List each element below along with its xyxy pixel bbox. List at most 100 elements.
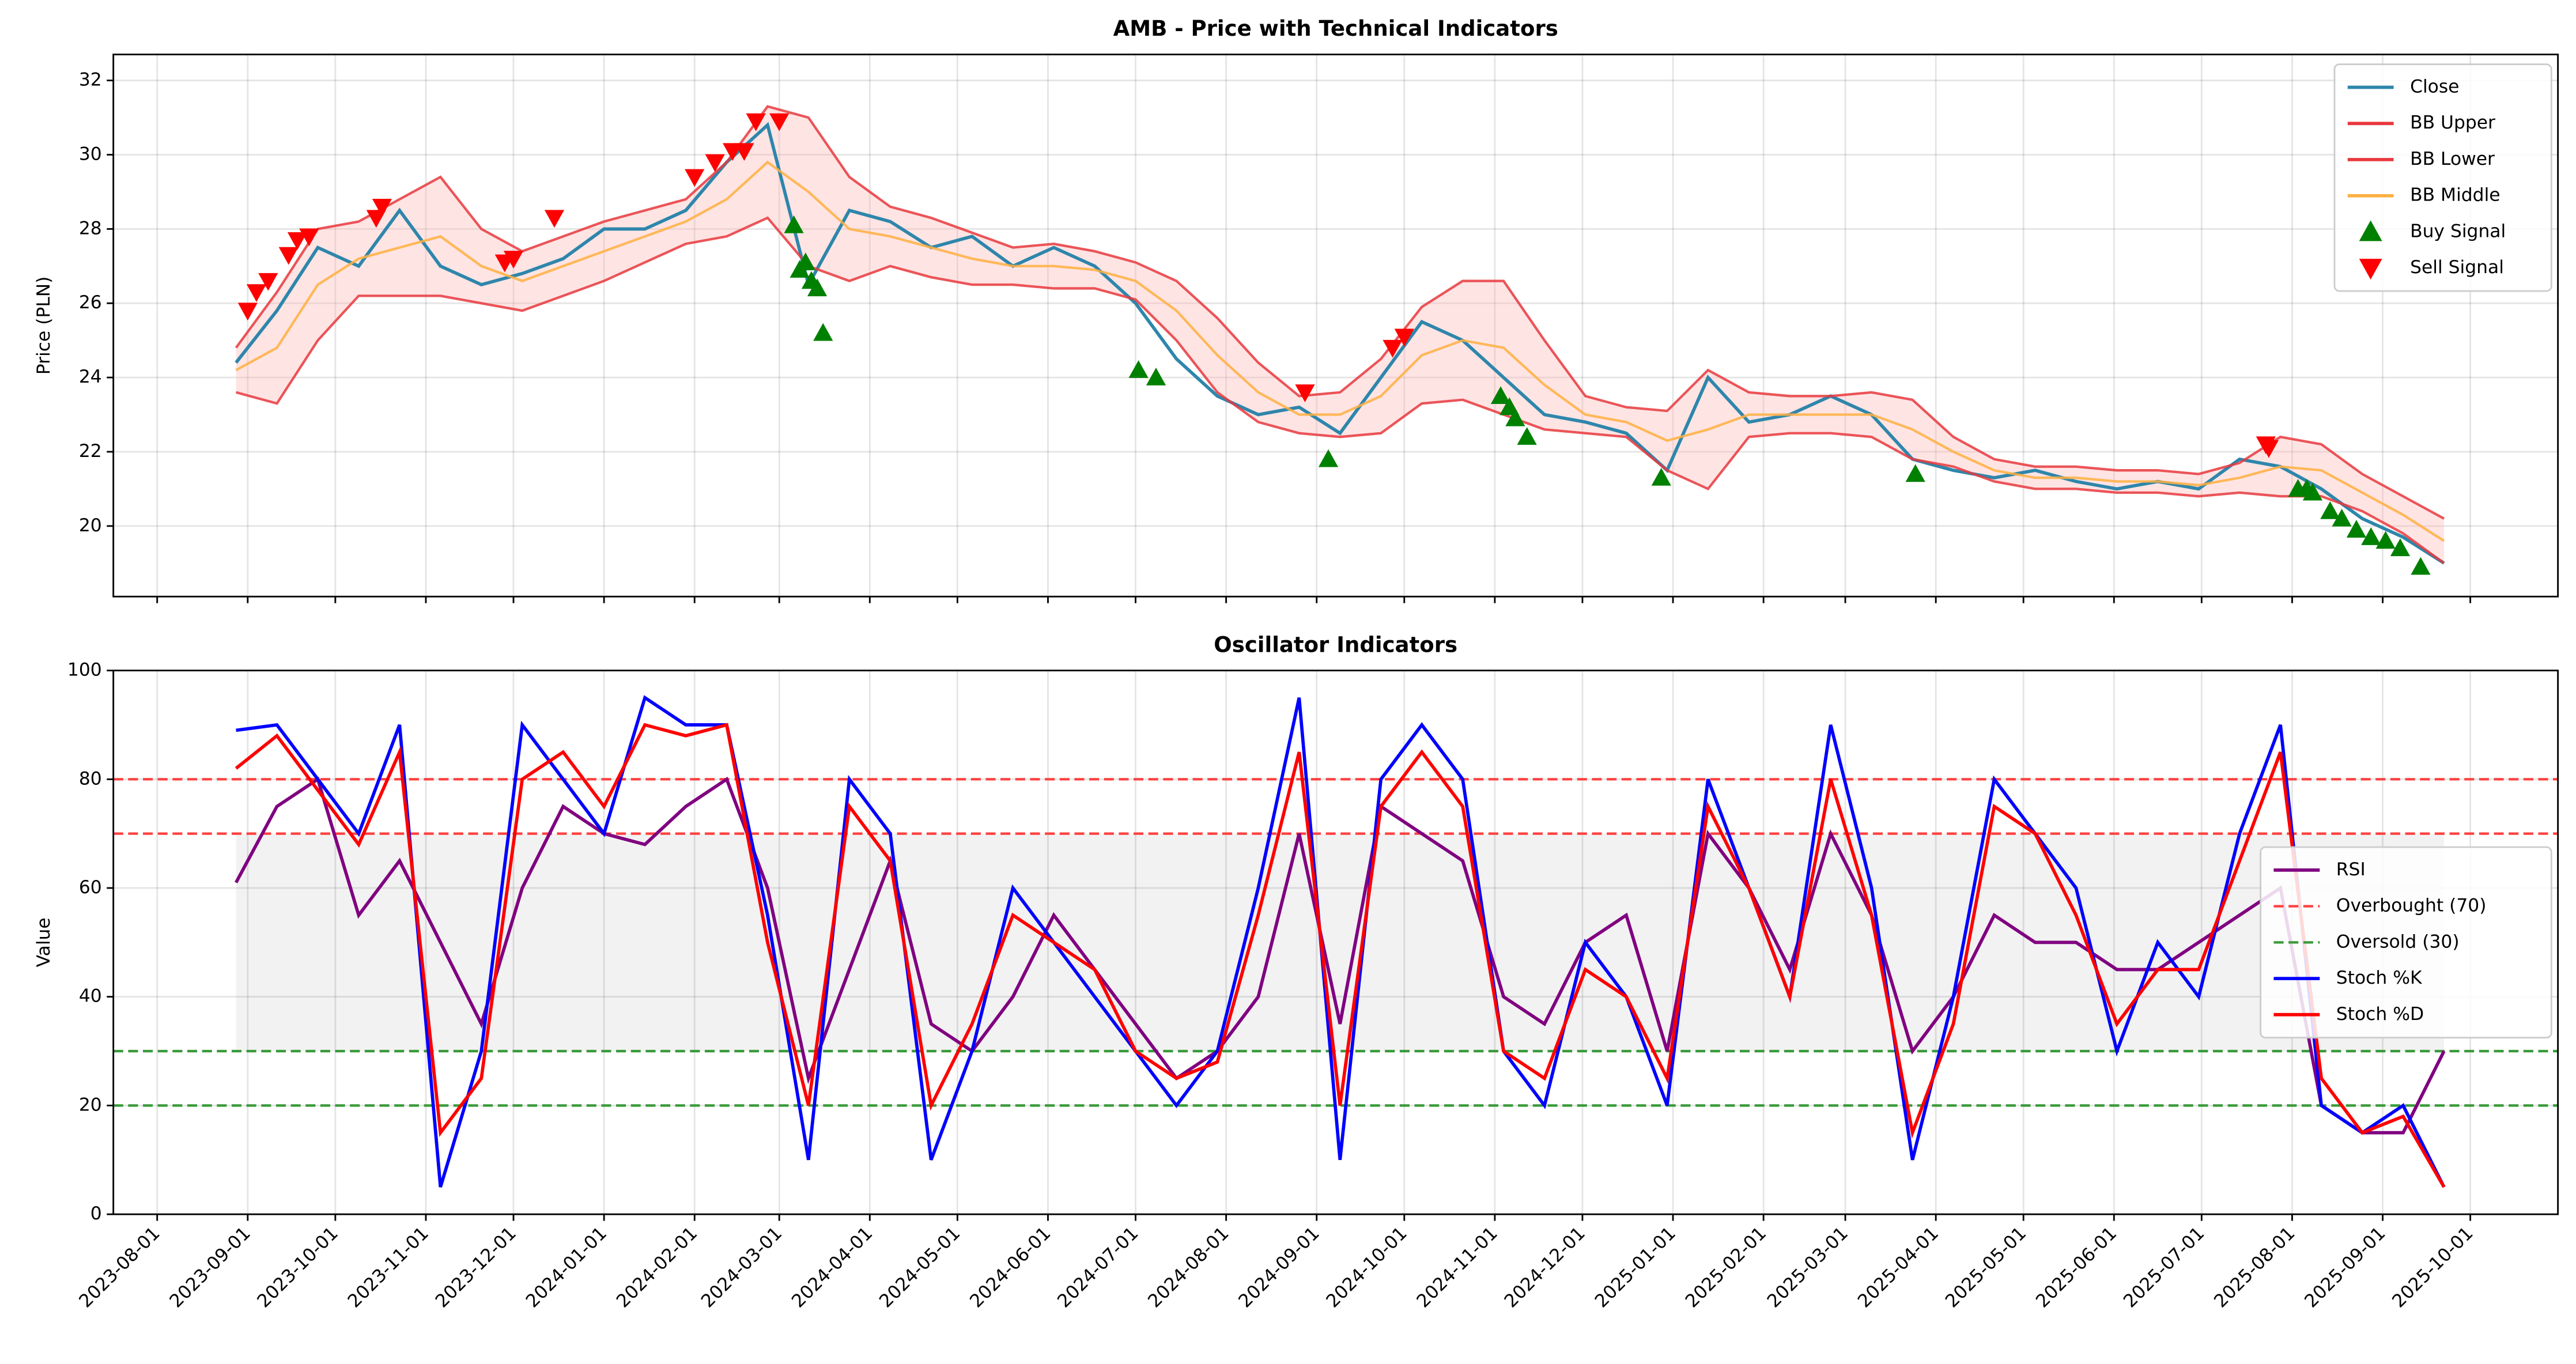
signal-marker: [1128, 360, 1149, 378]
y-tick-label: 22: [79, 441, 102, 462]
signal-marker: [813, 323, 833, 341]
legend-label: BB Middle: [2410, 185, 2501, 206]
legend-label: Buy Signal: [2410, 221, 2506, 241]
y-axis-label: Value: [33, 917, 54, 967]
x-tick-label: 2025-06-01: [2032, 1223, 2121, 1312]
signal-marker: [784, 215, 804, 233]
x-tick-label: 2024-02-01: [613, 1223, 701, 1312]
line-1: [236, 695, 2446, 1188]
signal-marker: [1295, 384, 1315, 402]
signal-marker: [372, 199, 392, 217]
signal-marker: [1505, 408, 1525, 426]
signal-marker: [685, 169, 705, 187]
signal-marker: [807, 278, 828, 297]
signal-marker: [1905, 464, 1925, 482]
chart-title: Oscillator Indicators: [1214, 632, 1457, 657]
legend-swatch: [2359, 220, 2382, 241]
signal-marker: [2332, 508, 2352, 527]
legend-label: Oversold (30): [2336, 931, 2460, 952]
x-tick-label: 2024-03-01: [697, 1223, 786, 1312]
y-tick-label: 20: [79, 515, 102, 536]
legend-label: Stoch %D: [2336, 1004, 2424, 1025]
y-tick-label: 80: [79, 768, 102, 789]
x-tick-label: 2024-12-01: [1501, 1223, 1589, 1312]
x-tick-label: 2024-09-01: [1234, 1223, 1323, 1312]
line-2: [235, 723, 2446, 1188]
x-tick-label: 2024-04-01: [788, 1223, 877, 1312]
legend-label: Sell Signal: [2410, 257, 2504, 278]
signal-marker: [1383, 339, 1403, 358]
y-tick-label: 24: [79, 366, 102, 387]
legend-label: BB Lower: [2410, 149, 2495, 169]
x-tick-label: 2024-07-01: [1053, 1223, 1142, 1312]
legend-label: Stoch %K: [2336, 968, 2423, 988]
signal-marker: [258, 273, 278, 291]
x-tick-label: 2025-04-01: [1854, 1223, 1943, 1312]
signal-marker: [795, 252, 815, 271]
legend-label: Overbought (70): [2336, 896, 2487, 916]
signal-marker: [2375, 531, 2396, 549]
x-tick-label: 2023-08-01: [75, 1223, 164, 1312]
chart-title: AMB - Price with Technical Indicators: [1113, 16, 1558, 41]
legend-label: Close: [2410, 77, 2459, 97]
signal-marker: [1651, 467, 1671, 486]
signal-marker: [734, 143, 754, 161]
line-1: [235, 105, 2445, 520]
axes-frame: [112, 54, 2559, 598]
x-tick-label: 2023-09-01: [166, 1223, 255, 1312]
signal-marker: [2361, 527, 2381, 545]
y-tick-label: 20: [79, 1094, 102, 1115]
signal-marker: [1490, 386, 1511, 404]
signal-marker: [237, 303, 258, 321]
x-tick-label: 2024-01-01: [522, 1223, 611, 1312]
x-tick-label: 2025-08-01: [2210, 1223, 2299, 1312]
signal-marker: [2390, 538, 2411, 557]
signal-marker: [2302, 482, 2323, 501]
y-tick-label: 30: [79, 143, 102, 164]
y-tick-label: 40: [79, 986, 102, 1007]
signal-marker: [2411, 557, 2431, 575]
legend-label: RSI: [2336, 859, 2366, 880]
y-tick-label: 26: [79, 292, 102, 313]
signal-marker: [2320, 501, 2340, 519]
axes-frame: [112, 670, 2559, 1215]
x-tick-label: 2024-05-01: [875, 1223, 964, 1312]
y-tick-label: 60: [79, 877, 102, 898]
x-tick-label: 2024-11-01: [1413, 1223, 1502, 1312]
x-tick-label: 2024-10-01: [1323, 1223, 1411, 1312]
line-3: [235, 160, 2445, 542]
x-tick-label: 2025-10-01: [2388, 1223, 2477, 1312]
legend-label: BB Upper: [2410, 112, 2495, 133]
y-tick-label: 28: [79, 218, 102, 239]
signal-marker: [299, 228, 319, 247]
signal-marker: [246, 284, 267, 302]
signal-marker: [1318, 449, 1339, 467]
signal-marker: [1146, 367, 1166, 386]
signal-marker: [544, 210, 565, 228]
x-tick-label: 2025-01-01: [1591, 1223, 1680, 1312]
x-tick-label: 2025-05-01: [1942, 1223, 2030, 1312]
y-axis-label: Price (PLN): [33, 277, 54, 375]
x-tick-label: 2025-03-01: [1763, 1223, 1852, 1312]
signal-marker: [1517, 427, 1537, 445]
x-tick-label: 2023-10-01: [254, 1223, 342, 1312]
signal-marker: [746, 113, 766, 131]
x-tick-label: 2023-11-01: [344, 1223, 433, 1312]
y-tick-label: 32: [79, 70, 102, 90]
line-0: [235, 122, 2445, 565]
signal-marker: [705, 154, 725, 172]
x-tick-label: 2025-02-01: [1682, 1223, 1770, 1312]
signal-marker: [1394, 328, 1414, 347]
x-tick-label: 2025-07-01: [2120, 1223, 2208, 1312]
signal-marker: [503, 251, 524, 269]
signal-marker: [2258, 440, 2279, 458]
x-tick-label: 2024-06-01: [966, 1223, 1055, 1312]
signal-marker: [2346, 520, 2367, 538]
legend-box: [2260, 846, 2552, 1039]
line-2: [235, 216, 2445, 564]
x-tick-label: 2024-08-01: [1144, 1223, 1233, 1312]
signal-marker: [287, 232, 308, 250]
signal-marker: [278, 247, 299, 265]
legend-box: [2333, 63, 2552, 292]
